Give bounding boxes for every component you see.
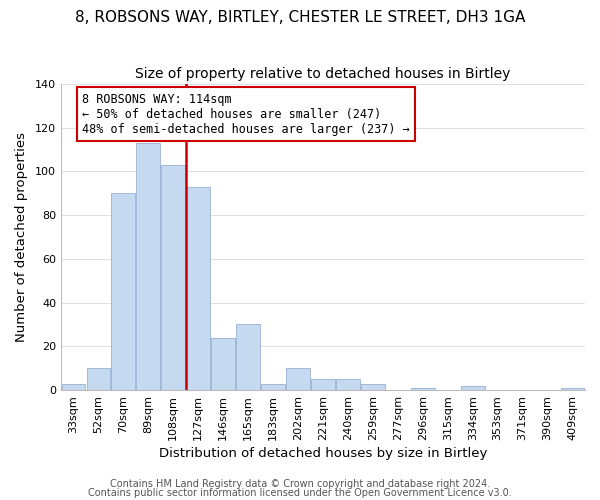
Bar: [261, 384, 285, 390]
Bar: [161, 165, 185, 390]
Text: Contains public sector information licensed under the Open Government Licence v3: Contains public sector information licen…: [88, 488, 512, 498]
Bar: [211, 338, 235, 390]
Bar: [336, 379, 360, 390]
Bar: [560, 388, 584, 390]
Bar: [361, 384, 385, 390]
Bar: [286, 368, 310, 390]
Bar: [62, 384, 85, 390]
Text: 8, ROBSONS WAY, BIRTLEY, CHESTER LE STREET, DH3 1GA: 8, ROBSONS WAY, BIRTLEY, CHESTER LE STRE…: [75, 10, 525, 25]
Bar: [86, 368, 110, 390]
Text: Contains HM Land Registry data © Crown copyright and database right 2024.: Contains HM Land Registry data © Crown c…: [110, 479, 490, 489]
Bar: [461, 386, 485, 390]
Title: Size of property relative to detached houses in Birtley: Size of property relative to detached ho…: [135, 68, 511, 82]
Bar: [236, 324, 260, 390]
Bar: [187, 187, 210, 390]
Bar: [136, 143, 160, 390]
Text: 8 ROBSONS WAY: 114sqm
← 50% of detached houses are smaller (247)
48% of semi-det: 8 ROBSONS WAY: 114sqm ← 50% of detached …: [82, 93, 410, 136]
Bar: [311, 379, 335, 390]
X-axis label: Distribution of detached houses by size in Birtley: Distribution of detached houses by size …: [159, 447, 487, 460]
Bar: [411, 388, 434, 390]
Y-axis label: Number of detached properties: Number of detached properties: [15, 132, 28, 342]
Bar: [112, 194, 135, 390]
